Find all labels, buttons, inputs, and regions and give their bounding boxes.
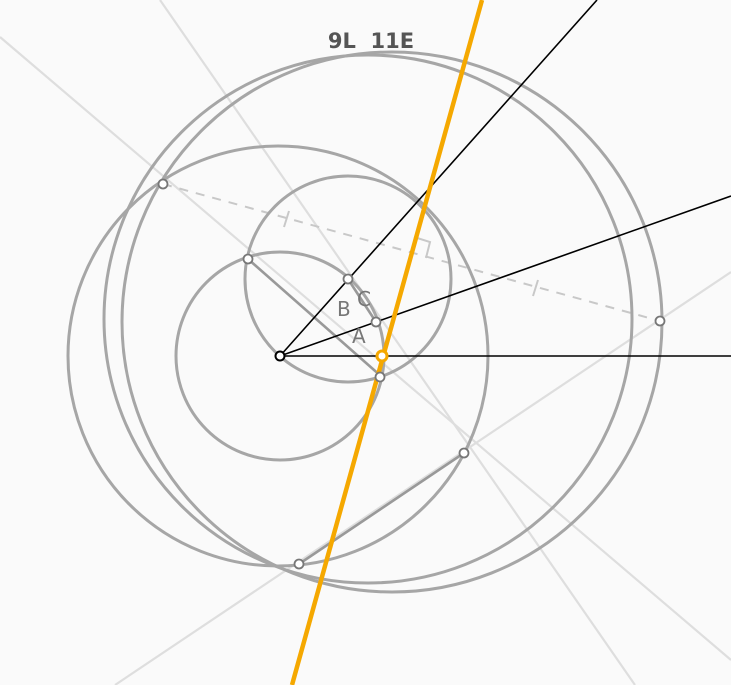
diagram-title: 9L 11E	[328, 29, 414, 53]
point-c[interactable]	[370, 316, 382, 328]
points	[157, 178, 666, 570]
faint-line-2[interactable]	[159, 0, 636, 685]
circle-large-1[interactable]	[102, 53, 634, 585]
point-a[interactable]	[375, 349, 389, 363]
chord-arc-bc[interactable]	[346, 278, 378, 323]
label-a: A	[352, 324, 366, 348]
rays	[279, 0, 731, 357]
circle-through-b[interactable]	[243, 174, 453, 384]
point-top-left[interactable]	[157, 178, 169, 190]
right-angle-mark	[413, 236, 432, 259]
ray-low[interactable]	[279, 195, 731, 357]
point-bottom[interactable]	[293, 558, 305, 570]
faint-line-3[interactable]	[114, 271, 731, 685]
ray-steep[interactable]	[279, 0, 598, 357]
point-b[interactable]	[342, 273, 354, 285]
point-lower-right[interactable]	[458, 447, 470, 459]
faint-line-1[interactable]	[0, 36, 731, 661]
chord-segments	[247, 258, 465, 566]
label-c: C	[357, 287, 371, 311]
point-right[interactable]	[654, 315, 666, 327]
tick-mark-1	[283, 210, 290, 228]
highlight-line[interactable]	[289, 0, 485, 685]
chord-bottom[interactable]	[298, 451, 465, 566]
chord-ba[interactable]	[247, 258, 383, 378]
label-b: B	[337, 297, 351, 321]
origin-point[interactable]	[274, 350, 286, 362]
point-left-mid[interactable]	[242, 253, 254, 265]
tick-mark-2	[532, 279, 539, 297]
point-lower-a[interactable]	[374, 371, 386, 383]
